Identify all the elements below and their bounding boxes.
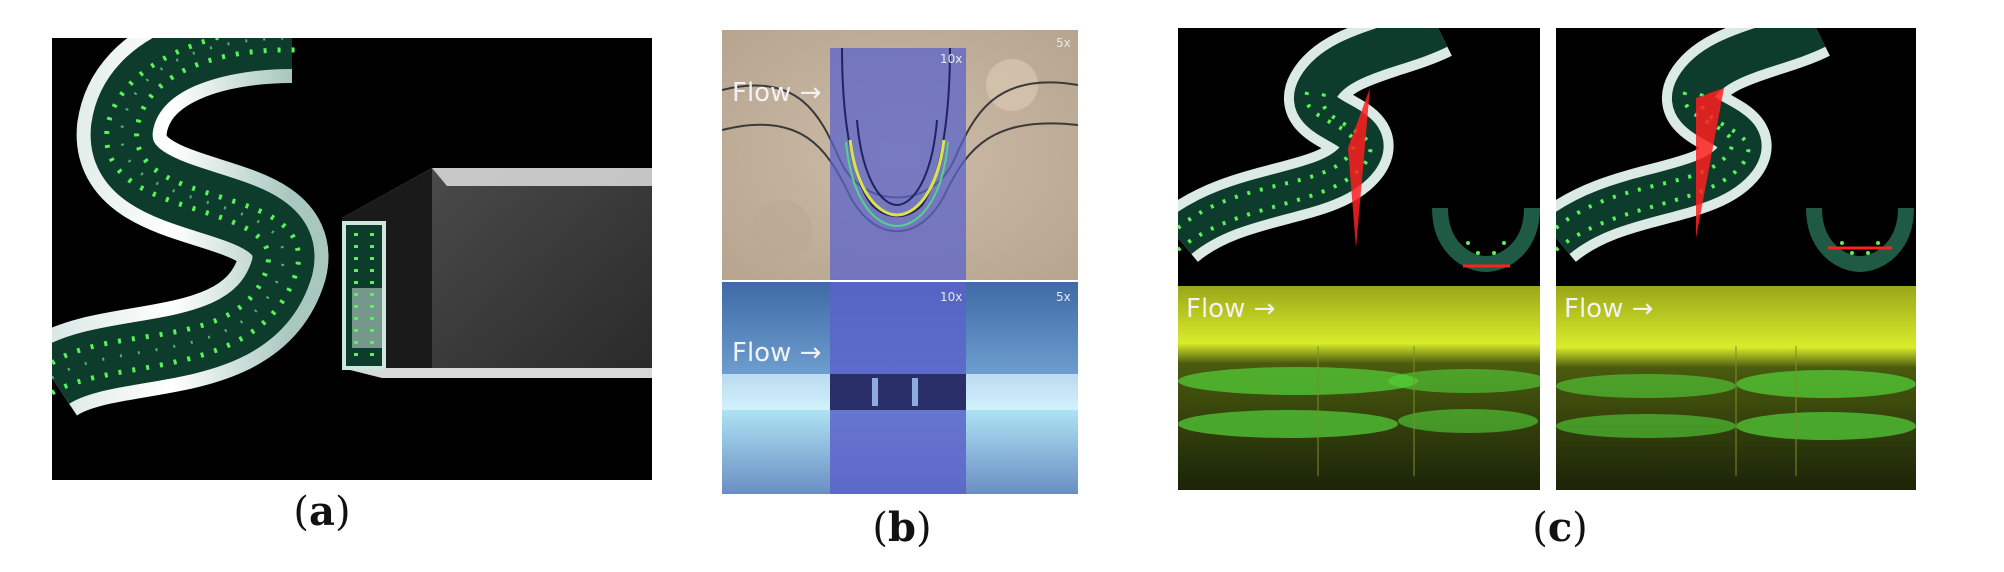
panel-b-bottom-image: Flow → 10x 5x [722, 282, 1078, 494]
serpentine-brightfield-micrograph [722, 30, 1078, 280]
caption-c: (c) [1532, 504, 1588, 551]
panel-b-top-mag-5x: 5x [1056, 36, 1071, 50]
serpentine-laser-render-right [1556, 28, 1914, 273]
caption-b: (b) [872, 504, 932, 551]
panel-b-top-flow-label: Flow → [732, 78, 822, 108]
panel-c-right-flow-label: Flow → [1564, 294, 1654, 324]
fluorescence-image-left [1178, 286, 1540, 490]
panel-b-bottom-flow-label: Flow → [732, 338, 822, 368]
serpentine-laser-render-left [1178, 28, 1540, 273]
panel-c-right-fluorescence: Flow → [1556, 286, 1916, 490]
panel-c-left-flow-label: Flow → [1186, 294, 1276, 324]
panel-c-left-fluorescence: Flow → [1178, 286, 1540, 490]
panel-b-top-mag-10x: 10x [940, 52, 963, 66]
panel-c-left-render [1178, 28, 1540, 286]
panel-b-bottom-mag-5x: 5x [1056, 290, 1071, 304]
fluorescence-image-right [1556, 286, 1916, 490]
caption-a: (a) [293, 488, 351, 535]
serpentine-channel-3d-render [52, 38, 652, 418]
panel-b-top-image: Flow → 10x 5x [722, 30, 1078, 280]
panel-c-right-render [1556, 28, 1916, 286]
channel-side-view-micrograph [722, 282, 1078, 494]
panel-a-image [52, 38, 652, 480]
panel-b-bottom-mag-10x: 10x [940, 290, 963, 304]
